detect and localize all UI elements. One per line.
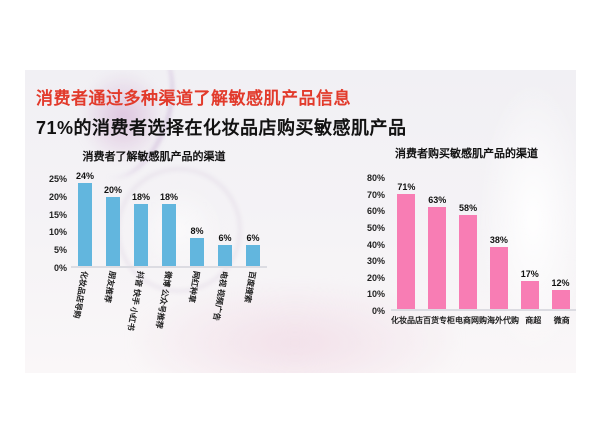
headline-line2: 71%的消费者选择在化妆品店购买敏感肌产品 — [36, 118, 407, 138]
bar-group: 6% — [246, 233, 260, 266]
bar — [218, 245, 232, 266]
bar-value-label: 12% — [551, 277, 570, 288]
y-tick: 80% — [366, 173, 385, 183]
bar-value-label: 71% — [397, 181, 416, 192]
bar — [428, 206, 447, 309]
bar-value-label: 6% — [218, 233, 232, 244]
y-tick: 10% — [48, 227, 67, 238]
infographic-slide: 消费者通过多种渠道了解敏感肌产品信息 71%的消费者选择在化妆品店购买敏感肌产品… — [25, 70, 576, 373]
bar — [246, 245, 260, 266]
chart-title: 消费者了解敏感肌产品的渠道 — [82, 151, 226, 163]
plot-area: 80% 70% 60% 50% 40% 30% 20% 10% 0% 71% 6… — [357, 174, 576, 316]
bar-group: 6% — [218, 233, 232, 266]
y-tick: 30% — [366, 256, 385, 267]
x-axis-label: 网红种草 — [186, 270, 202, 304]
x-axis-labels: 化妆品店导购 朋友推荐 抖音 快手 小红书 微博 公众号推荐 网红种草 电视 视… — [71, 268, 267, 338]
bar-value-label: 18% — [159, 192, 179, 203]
y-tick: 10% — [366, 289, 385, 300]
x-axis-label: 朋友推荐 — [102, 270, 118, 304]
bar-group: 8% — [190, 226, 204, 266]
y-tick: 70% — [366, 189, 385, 200]
bar — [162, 204, 176, 266]
y-axis: 25% 20% 15% 10% 5% 0% — [41, 175, 67, 273]
bar-value-label: 24% — [75, 171, 95, 182]
x-axis-labels: 化妆品店 百货专柜 电商网购 海外代购 商超 微商 — [391, 315, 576, 326]
bar-value-label: 63% — [428, 194, 447, 205]
bar — [551, 289, 570, 309]
bar-value-label: 38% — [489, 235, 508, 246]
bar-group: 18% — [132, 192, 150, 266]
x-axis-label: 商超 — [525, 316, 542, 325]
x-axis-label: 化妆品店 — [391, 316, 423, 325]
bar-value-label: 8% — [190, 226, 204, 237]
y-tick: 50% — [366, 222, 385, 233]
bars-area: 71% 63% 58% 38% 17% 12% — [391, 179, 576, 311]
y-tick: 60% — [366, 206, 385, 217]
x-axis-label: 百货专柜 — [423, 316, 455, 325]
x-axis-label: 化妆品店导购 — [71, 270, 90, 320]
bar-group: 71% — [397, 182, 416, 309]
y-tick: 0% — [371, 306, 385, 316]
bar-group: 38% — [489, 235, 508, 309]
bar-value-label: 58% — [459, 202, 478, 213]
y-tick: 20% — [48, 191, 67, 202]
bar-group: 24% — [76, 171, 94, 266]
y-tick: 15% — [48, 209, 67, 220]
bar-group: 58% — [459, 203, 478, 309]
y-tick: 25% — [48, 174, 67, 184]
bars-area: 24% 20% 18% 18% 8% 6% 6% — [71, 171, 267, 268]
chart-title: 消费者购买敏感肌产品的渠道 — [395, 148, 538, 160]
bar-group: 18% — [160, 192, 178, 266]
bar-value-label: 20% — [103, 185, 123, 196]
y-tick: 0% — [53, 262, 67, 273]
x-axis-label: 海外代购 — [487, 316, 519, 325]
bar — [397, 193, 416, 309]
bar-group: 20% — [104, 185, 122, 266]
y-axis: 80% 70% 60% 50% 40% 30% 20% 10% 0% — [357, 174, 385, 316]
bar — [459, 214, 478, 309]
bar-group: 63% — [428, 195, 447, 309]
bar-value-label: 17% — [520, 269, 539, 280]
bar — [190, 238, 204, 266]
y-tick: 20% — [366, 272, 385, 283]
bar — [134, 204, 148, 266]
x-axis-label: 微博 公众号推荐 — [154, 270, 174, 330]
bar-value-label: 6% — [246, 233, 260, 244]
y-tick: 40% — [366, 239, 385, 250]
chart-awareness-channels: 消费者了解敏感肌产品的渠道 25% 20% 15% 10% 5% 0% 24% … — [41, 148, 267, 338]
headline-line1: 消费者通过多种渠道了解敏感肌产品信息 — [36, 89, 351, 108]
x-axis-label: 微商 — [553, 316, 570, 325]
chart-purchase-channels: 消费者购买敏感肌产品的渠道 80% 70% 60% 50% 40% 30% 20… — [357, 145, 576, 326]
x-axis-label: 抖音 快手 小红书 — [125, 270, 146, 332]
bar-group: 17% — [520, 269, 539, 309]
plot-area: 25% 20% 15% 10% 5% 0% 24% 20% 18% 18% 8%… — [41, 171, 267, 272]
bar — [78, 183, 92, 266]
x-axis-label: 百度搜索 — [242, 270, 258, 304]
bar — [106, 197, 120, 266]
y-tick: 5% — [53, 245, 67, 256]
bar-group: 12% — [551, 278, 570, 309]
x-axis-label: 电视 视频广告 — [211, 270, 230, 322]
bar-value-label: 18% — [131, 192, 151, 203]
bar — [520, 281, 539, 309]
bar — [489, 247, 508, 309]
x-axis-label: 电商网购 — [455, 316, 487, 325]
